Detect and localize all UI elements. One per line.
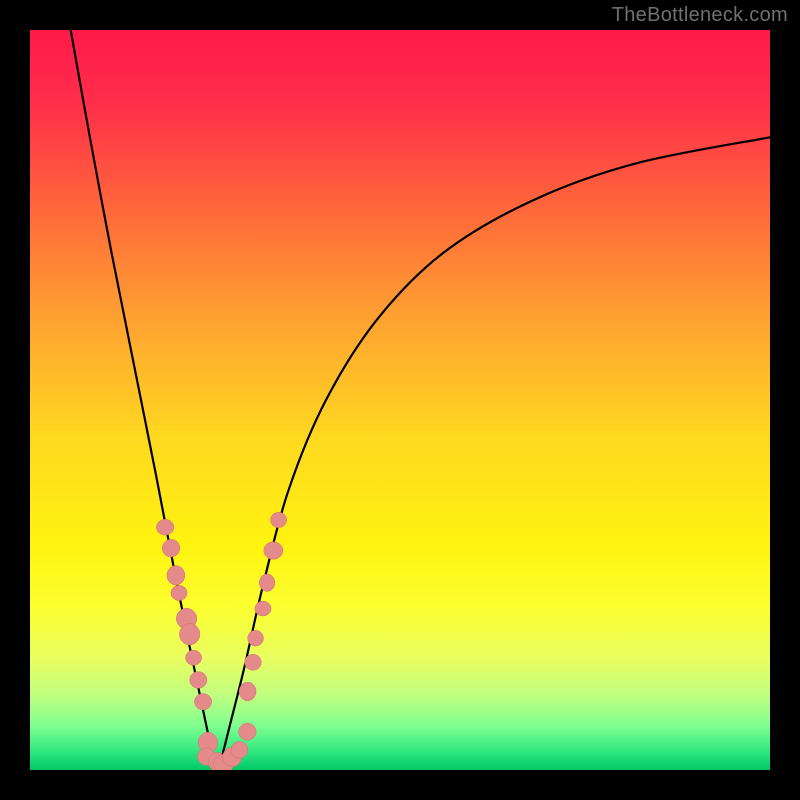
data-marker-right	[264, 542, 283, 559]
data-marker-right	[255, 601, 271, 616]
data-marker-right	[270, 512, 286, 527]
data-marker-left	[167, 566, 185, 585]
data-marker-left	[171, 585, 187, 600]
data-marker-right	[245, 654, 262, 670]
data-marker-right	[259, 574, 275, 591]
data-marker-left	[156, 519, 174, 535]
data-marker-bottom	[231, 741, 248, 758]
data-marker-left	[179, 623, 199, 644]
data-marker-left	[162, 539, 180, 557]
data-marker-left	[190, 672, 207, 689]
chart-plot-area	[30, 30, 770, 770]
chart-svg	[30, 30, 770, 770]
data-marker-bottom	[239, 723, 257, 740]
data-marker-left	[186, 650, 202, 665]
data-marker-right	[248, 630, 264, 646]
watermark-text: TheBottleneck.com	[612, 4, 788, 27]
data-marker-left	[194, 694, 211, 710]
data-marker-right	[239, 682, 256, 701]
